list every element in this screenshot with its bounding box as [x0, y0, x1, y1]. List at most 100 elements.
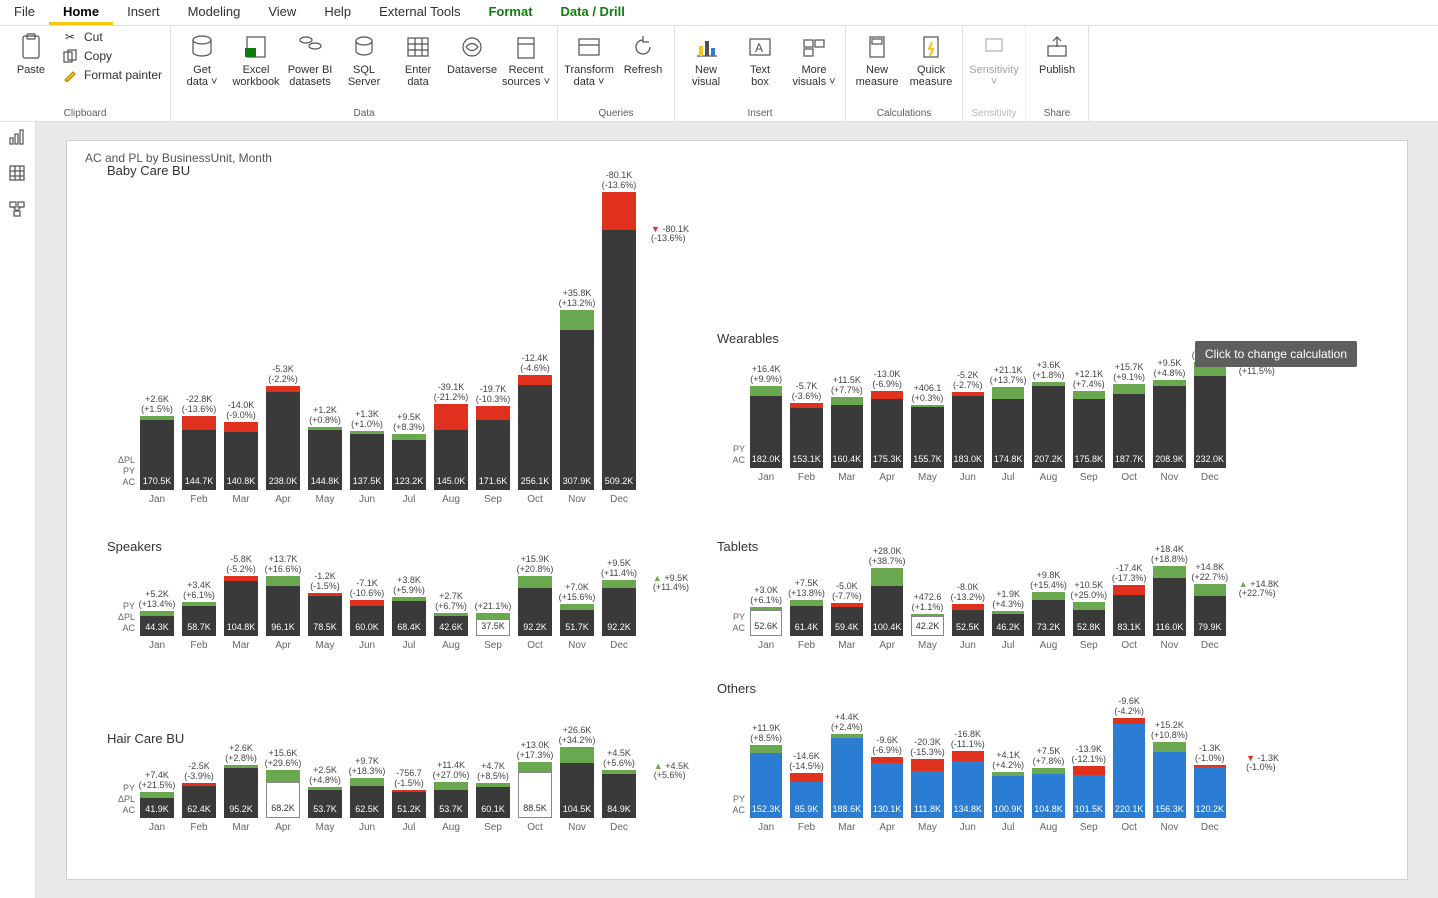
dataverse-button[interactable]: Dataverse: [447, 28, 497, 76]
bar-mar[interactable]: +4.4K(+2.4%)188.6K: [828, 713, 866, 818]
bar-oct[interactable]: +15.7K(+9.1%)187.7K: [1110, 363, 1148, 468]
bar-mar[interactable]: -5.8K(-5.2%)104.8K: [221, 555, 261, 636]
chart-speakers[interactable]: SpeakersPYΔPLAC+5.2K(+13.4%)44.3K+3.4K(+…: [107, 539, 687, 686]
new-measure-button[interactable]: New measure: [852, 28, 902, 88]
bar-mar[interactable]: -5.0K(-7.7%)59.4K: [828, 582, 866, 636]
bar-apr[interactable]: -5.3K(-2.2%)238.0K: [263, 365, 303, 490]
bar-jul[interactable]: +4.1K(+4.2%)100.9K: [989, 751, 1027, 818]
format-painter-button[interactable]: Format painter: [60, 66, 164, 84]
bar-sep[interactable]: +12.1K(+7.4%)175.8K: [1070, 370, 1108, 468]
bar-jul[interactable]: +21.1K(+13.7%)174.8K: [989, 366, 1027, 468]
refresh-button[interactable]: Refresh: [618, 28, 668, 76]
tab-home[interactable]: Home: [49, 0, 113, 25]
bar-jan[interactable]: +11.9K(+8.5%)152.3K: [747, 724, 785, 818]
bar-jun[interactable]: +9.7K(+18.3%)62.5K: [347, 757, 387, 818]
bar-dec[interactable]: +4.5K(+5.6%)84.9K: [599, 749, 639, 818]
tab-data-drill[interactable]: Data / Drill: [547, 0, 639, 25]
sql-server-button[interactable]: SQL Server: [339, 28, 389, 88]
bar-jun[interactable]: +1.3K(+1.0%)137.5K: [347, 410, 387, 490]
bar-feb[interactable]: -5.7K(-3.6%)153.1K: [787, 382, 825, 468]
bar-aug[interactable]: +3.6K(+1.8%)207.2K: [1029, 361, 1067, 468]
enter-data-button[interactable]: Enter data: [393, 28, 443, 88]
bar-jun[interactable]: -5.2K(-2.7%)183.0K: [949, 371, 987, 468]
bar-jul[interactable]: -756.7(-1.5%)51.2K: [389, 769, 429, 818]
bar-apr[interactable]: +13.7K(+16.6%)96.1K: [263, 555, 303, 636]
chart-baby-care[interactable]: Baby Care BUΔPLPYAC+2.6K(+1.5%)170.5K-22…: [107, 163, 687, 540]
cut-button[interactable]: ✂Cut: [60, 28, 164, 46]
bar-feb[interactable]: -14.6K(-14.5%)85.9K: [787, 752, 825, 818]
bar-nov[interactable]: +7.0K(+15.6%)51.7K: [557, 583, 597, 636]
bar-nov[interactable]: +9.5K(+4.8%)208.9K: [1150, 359, 1188, 468]
data-view-icon[interactable]: [8, 164, 28, 184]
bar-sep[interactable]: -19.7K(-10.3%)171.6K: [473, 385, 513, 490]
bar-mar[interactable]: -14.0K(-9.0%)140.8K: [221, 401, 261, 490]
bar-aug[interactable]: -39.1K(-21.2%)145.0K: [431, 383, 471, 490]
tab-modeling[interactable]: Modeling: [174, 0, 255, 25]
new-visual-button[interactable]: New visual: [681, 28, 731, 88]
bar-aug[interactable]: +7.5K(+7.8%)104.8K: [1029, 747, 1067, 818]
get-data-button[interactable]: Get data ˅: [177, 28, 227, 88]
bar-jan[interactable]: +2.6K(+1.5%)170.5K: [137, 395, 177, 490]
bar-jun[interactable]: -16.8K(-11.1%)134.8K: [949, 730, 987, 818]
bar-dec[interactable]: -80.1K(-13.6%)509.2K: [599, 171, 639, 490]
report-view-icon[interactable]: [8, 128, 28, 148]
bar-may[interactable]: -20.3K(-15.3%)111.8K: [908, 738, 946, 818]
bar-jun[interactable]: -8.0K(-13.2%)52.5K: [949, 583, 987, 636]
bar-aug[interactable]: +11.4K(+27.0%)53.7K: [431, 761, 471, 818]
model-view-icon[interactable]: [8, 200, 28, 220]
tab-view[interactable]: View: [254, 0, 310, 25]
bar-sep[interactable]: +4.7K(+8.5%)60.1K: [473, 762, 513, 818]
bar-aug[interactable]: +2.7K(+6.7%)42.6K: [431, 592, 471, 636]
bar-feb[interactable]: -2.5K(-3.9%)62.4K: [179, 762, 219, 818]
bar-may[interactable]: +406.1(+0.3%)155.7K: [908, 384, 946, 468]
bar-sep[interactable]: +10.5K(+25.0%)52.8K: [1070, 581, 1108, 636]
bar-dec[interactable]: -1.3K(-1.0%)120.2K: [1191, 744, 1229, 818]
bar-nov[interactable]: +15.2K(+10.8%)156.3K: [1150, 721, 1188, 818]
chart-wearables[interactable]: WearablesPYAC+16.4K(+9.9%)182.0K-5.7K(-3…: [717, 331, 1277, 518]
bar-mar[interactable]: +2.6K(+2.8%)95.2K: [221, 744, 261, 818]
bar-jan[interactable]: +7.4K(+21.5%)41.9K: [137, 771, 177, 818]
bar-may[interactable]: +2.5K(+4.8%)53.7K: [305, 766, 345, 818]
bar-jan[interactable]: +3.0K(+6.1%)52.6K: [747, 586, 785, 636]
bar-apr[interactable]: -13.0K(-6.9%)175.3K: [868, 370, 906, 468]
bar-sep[interactable]: -13.9K(-12.1%)101.5K: [1070, 745, 1108, 818]
bar-jun[interactable]: -7.1K(-10.6%)60.0K: [347, 579, 387, 636]
text-box-button[interactable]: AText box: [735, 28, 785, 88]
bar-mar[interactable]: +11.5K(+7.7%)160.4K: [828, 376, 866, 468]
copy-button[interactable]: Copy: [60, 47, 164, 65]
bar-may[interactable]: -1.2K(-1.5%)78.5K: [305, 572, 345, 636]
bar-nov[interactable]: +18.4K(+18.8%)116.0K: [1150, 545, 1188, 636]
bar-aug[interactable]: +9.8K(+15.4%)73.2K: [1029, 571, 1067, 636]
bar-nov[interactable]: +35.8K(+13.2%)307.9K: [557, 289, 597, 490]
bar-jul[interactable]: +1.9K(+4.3%)46.2K: [989, 590, 1027, 636]
bar-oct[interactable]: -12.4K(-4.6%)256.1K: [515, 354, 555, 490]
bar-sep[interactable]: (+21.1%)37.5K: [473, 592, 513, 636]
quick-measure-button[interactable]: Quick measure: [906, 28, 956, 88]
bar-may[interactable]: +1.2K(+0.8%)144.8K: [305, 406, 345, 490]
bar-dec[interactable]: +14.8K(+22.7%)79.9K: [1191, 563, 1229, 636]
pbi-datasets-button[interactable]: Power BI datasets: [285, 28, 335, 88]
report-canvas[interactable]: AC and PL by BusinessUnit, Month Baby Ca…: [66, 140, 1408, 880]
tab-insert[interactable]: Insert: [113, 0, 174, 25]
chart-tablets[interactable]: TabletsPYAC+3.0K(+6.1%)52.6K+7.5K(+13.8%…: [717, 539, 1277, 686]
bar-oct[interactable]: -17.4K(-17.3%)83.1K: [1110, 564, 1148, 636]
chart-others[interactable]: OthersPYAC+11.9K(+8.5%)152.3K-14.6K(-14.…: [717, 681, 1277, 868]
bar-oct[interactable]: +13.0K(+17.3%)88.5K: [515, 741, 555, 818]
tab-help[interactable]: Help: [310, 0, 365, 25]
excel-button[interactable]: Excel workbook: [231, 28, 281, 88]
bar-apr[interactable]: +28.0K(+38.7%)100.4K: [868, 547, 906, 636]
bar-apr[interactable]: +15.6K(+29.6%)68.2K: [263, 749, 303, 818]
bar-jul[interactable]: +3.8K(+5.9%)68.4K: [389, 576, 429, 636]
bar-apr[interactable]: -9.6K(-6.9%)130.1K: [868, 736, 906, 818]
bar-feb[interactable]: +3.4K(+6.1%)58.7K: [179, 581, 219, 636]
bar-oct[interactable]: -9.6K(-4.2%)220.1K: [1110, 697, 1148, 818]
bar-feb[interactable]: -22.8K(-13.6%)144.7K: [179, 395, 219, 490]
tab-format[interactable]: Format: [474, 0, 546, 25]
bar-dec[interactable]: +9.5K(+11.4%)92.2K: [599, 559, 639, 636]
recent-sources-button[interactable]: Recent sources ˅: [501, 28, 551, 88]
paste-button[interactable]: Paste: [6, 28, 56, 76]
bar-jan[interactable]: +5.2K(+13.4%)44.3K: [137, 590, 177, 636]
chart-hair-care[interactable]: Hair Care BUPYΔPLAC+7.4K(+21.5%)41.9K-2.…: [107, 751, 687, 868]
bar-may[interactable]: +472.6(+1.1%)42.2K: [908, 593, 946, 636]
bar-feb[interactable]: +7.5K(+13.8%)61.4K: [787, 579, 825, 636]
